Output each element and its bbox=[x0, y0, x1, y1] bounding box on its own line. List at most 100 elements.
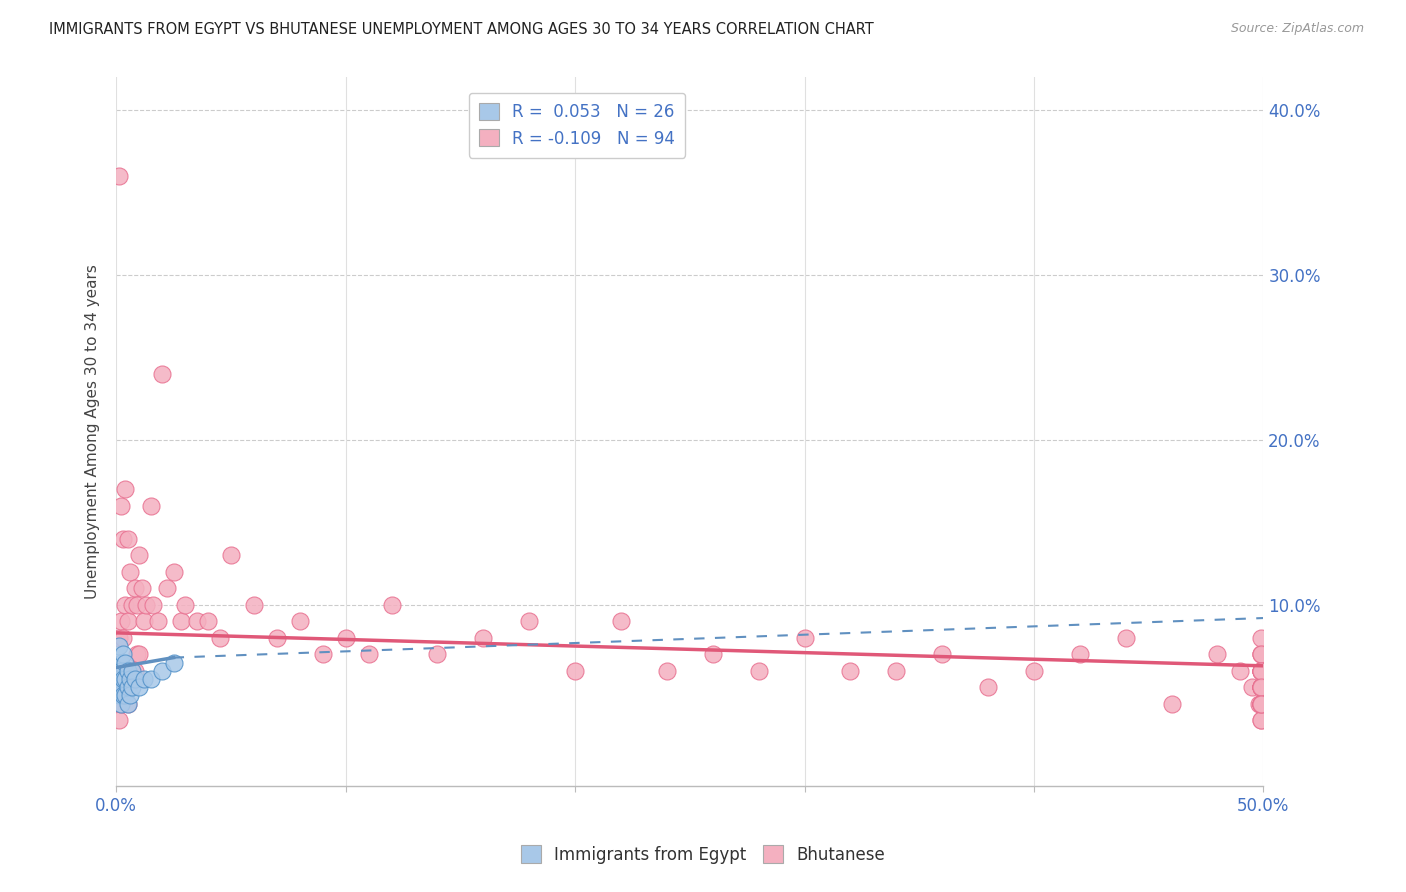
Point bbox=[139, 672, 162, 686]
Point bbox=[135, 598, 157, 612]
Point bbox=[1160, 697, 1182, 711]
Point bbox=[118, 664, 141, 678]
Point bbox=[1250, 664, 1272, 678]
Point bbox=[110, 697, 132, 711]
Point bbox=[150, 664, 173, 678]
Point bbox=[128, 680, 150, 694]
Point bbox=[139, 499, 162, 513]
Point bbox=[610, 615, 633, 629]
Point bbox=[335, 631, 357, 645]
Point bbox=[1250, 697, 1272, 711]
Point bbox=[114, 680, 136, 694]
Point bbox=[174, 598, 197, 612]
Point bbox=[884, 664, 907, 678]
Point bbox=[132, 615, 155, 629]
Point bbox=[1250, 664, 1272, 678]
Point bbox=[793, 631, 815, 645]
Point bbox=[243, 598, 266, 612]
Point bbox=[107, 169, 129, 184]
Point bbox=[1250, 664, 1272, 678]
Point bbox=[702, 648, 724, 662]
Point bbox=[146, 615, 169, 629]
Point bbox=[162, 656, 184, 670]
Point bbox=[124, 664, 146, 678]
Point bbox=[114, 672, 136, 686]
Point bbox=[931, 648, 953, 662]
Point bbox=[517, 615, 540, 629]
Point bbox=[112, 672, 135, 686]
Point bbox=[121, 664, 143, 678]
Point bbox=[1250, 680, 1272, 694]
Point bbox=[208, 631, 231, 645]
Point bbox=[472, 631, 495, 645]
Point bbox=[112, 648, 135, 662]
Point bbox=[1247, 697, 1270, 711]
Point bbox=[1206, 648, 1229, 662]
Point bbox=[117, 697, 139, 711]
Point bbox=[162, 565, 184, 579]
Point bbox=[266, 631, 288, 645]
Point bbox=[114, 656, 136, 670]
Point bbox=[112, 680, 135, 694]
Point bbox=[357, 648, 380, 662]
Point bbox=[1250, 664, 1272, 678]
Point bbox=[117, 664, 139, 678]
Point bbox=[1250, 680, 1272, 694]
Point bbox=[117, 680, 139, 694]
Point bbox=[107, 639, 129, 653]
Point bbox=[142, 598, 165, 612]
Point bbox=[219, 549, 242, 563]
Point bbox=[312, 648, 335, 662]
Legend: Immigrants from Egypt, Bhutanese: Immigrants from Egypt, Bhutanese bbox=[515, 838, 891, 871]
Point bbox=[128, 549, 150, 563]
Point bbox=[1250, 697, 1272, 711]
Point bbox=[124, 672, 146, 686]
Point bbox=[1250, 697, 1272, 711]
Point bbox=[150, 367, 173, 381]
Point bbox=[124, 582, 146, 596]
Point bbox=[110, 697, 132, 711]
Point bbox=[118, 672, 141, 686]
Point bbox=[112, 532, 135, 546]
Point bbox=[564, 664, 586, 678]
Point bbox=[117, 697, 139, 711]
Point bbox=[1250, 697, 1272, 711]
Point bbox=[110, 499, 132, 513]
Point bbox=[977, 680, 1000, 694]
Point bbox=[117, 615, 139, 629]
Point bbox=[1250, 697, 1272, 711]
Point bbox=[1250, 631, 1272, 645]
Point bbox=[426, 648, 449, 662]
Point bbox=[112, 631, 135, 645]
Point bbox=[118, 689, 141, 703]
Point bbox=[1229, 664, 1251, 678]
Point bbox=[1250, 697, 1272, 711]
Point bbox=[121, 664, 143, 678]
Point bbox=[1250, 648, 1272, 662]
Point bbox=[1250, 680, 1272, 694]
Point bbox=[1250, 664, 1272, 678]
Point bbox=[117, 532, 139, 546]
Point bbox=[114, 483, 136, 497]
Point bbox=[107, 672, 129, 686]
Legend: R =  0.053   N = 26, R = -0.109   N = 94: R = 0.053 N = 26, R = -0.109 N = 94 bbox=[468, 93, 685, 158]
Point bbox=[1250, 713, 1272, 727]
Point bbox=[107, 631, 129, 645]
Point bbox=[128, 648, 150, 662]
Point bbox=[156, 582, 179, 596]
Point bbox=[114, 689, 136, 703]
Point bbox=[197, 615, 219, 629]
Point bbox=[125, 598, 148, 612]
Point bbox=[121, 680, 143, 694]
Y-axis label: Unemployment Among Ages 30 to 34 years: Unemployment Among Ages 30 to 34 years bbox=[86, 264, 100, 599]
Point bbox=[112, 689, 135, 703]
Point bbox=[110, 680, 132, 694]
Point bbox=[110, 656, 132, 670]
Point bbox=[107, 689, 129, 703]
Point bbox=[1115, 631, 1137, 645]
Point bbox=[1250, 648, 1272, 662]
Point bbox=[288, 615, 311, 629]
Point bbox=[380, 598, 402, 612]
Point bbox=[1250, 648, 1272, 662]
Point bbox=[1069, 648, 1091, 662]
